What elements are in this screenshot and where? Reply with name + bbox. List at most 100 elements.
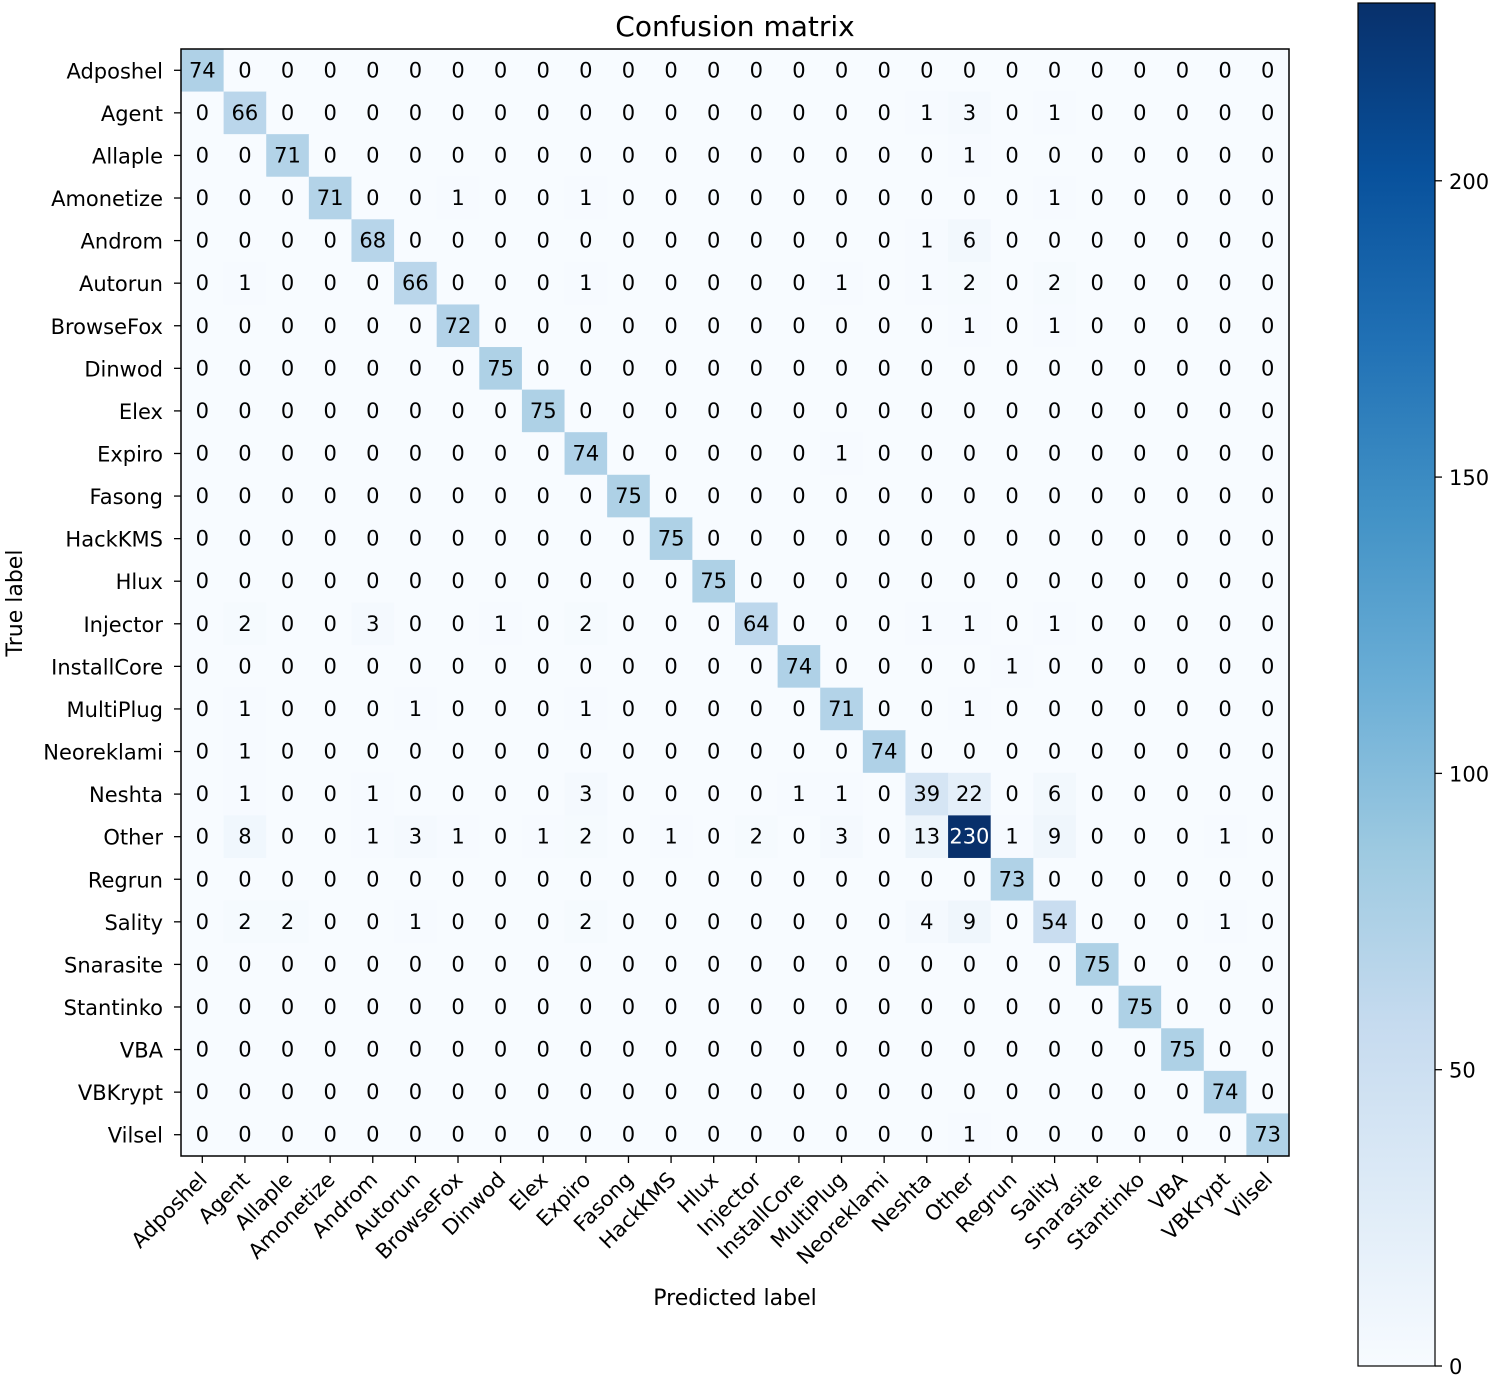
heatmap-cell	[905, 474, 949, 518]
cell-value-label: 0	[323, 314, 336, 338]
heatmap-cell	[649, 389, 693, 433]
heatmap-cell	[479, 900, 523, 944]
cell-value-label: 0	[323, 399, 336, 423]
cell-value-label: 0	[1133, 569, 1146, 593]
cell-value-label: 0	[196, 229, 209, 253]
heatmap-cell	[479, 730, 523, 774]
heatmap-cell	[266, 985, 310, 1029]
cell-value-label: 0	[537, 782, 550, 806]
cell-value-label: 0	[792, 229, 805, 253]
heatmap-cell	[351, 602, 395, 646]
y-tick-label: Injector	[83, 613, 163, 637]
heatmap-cell	[777, 219, 821, 263]
heatmap-cell	[266, 49, 310, 93]
cell-value-label: 0	[1091, 356, 1104, 380]
cell-value-label: 0	[409, 782, 422, 806]
heatmap-cell	[1033, 943, 1077, 987]
cell-value-label: 0	[451, 58, 464, 82]
cell-value-label: 0	[792, 399, 805, 423]
cell-value-label: 0	[323, 1080, 336, 1104]
heatmap-cell	[735, 687, 779, 731]
cell-value-label: 0	[664, 1080, 677, 1104]
heatmap-cell	[905, 261, 949, 306]
cell-value-label: 0	[579, 101, 592, 125]
cell-value-label: 0	[494, 58, 507, 82]
heatmap-cell	[1118, 559, 1162, 604]
cell-value-label: 0	[963, 867, 976, 891]
cell-value-label: 0	[920, 58, 933, 82]
cell-value-label: 0	[664, 782, 677, 806]
cell-value-label: 0	[537, 229, 550, 253]
cell-value-label: 0	[835, 1080, 848, 1104]
cell-value-label: 0	[1176, 782, 1189, 806]
heatmap-cell	[1161, 900, 1205, 944]
cell-value-label: 0	[1048, 569, 1061, 593]
cell-value-label: 0	[1218, 1123, 1231, 1147]
cell-value-label: 0	[494, 1080, 507, 1104]
cell-value-label: 0	[1048, 952, 1061, 976]
cell-value-label: 0	[1005, 441, 1018, 465]
heatmap-cell	[436, 91, 480, 135]
cell-value-label: 0	[877, 952, 890, 976]
cell-value-label: 0	[196, 101, 209, 125]
heatmap-cell	[308, 517, 353, 561]
heatmap-cell	[1161, 517, 1205, 561]
cell-value-label: 0	[537, 101, 550, 125]
heatmap-cell	[1033, 1028, 1077, 1072]
heatmap-cell	[1246, 304, 1290, 348]
cell-value-label: 0	[1218, 1038, 1231, 1062]
cell-value-label: 0	[1048, 527, 1061, 551]
cell-value-label: 0	[920, 995, 933, 1019]
cell-value-label: 0	[196, 654, 209, 678]
cell-value-label: 0	[664, 1038, 677, 1062]
cell-value-label: 0	[579, 527, 592, 551]
cell-value-label: 0	[1261, 143, 1274, 167]
cell-value-label: 0	[664, 399, 677, 423]
heatmap-cell	[990, 1028, 1034, 1072]
heatmap-cell	[607, 645, 651, 689]
heatmap-cell	[479, 49, 523, 93]
cell-value-label: 0	[622, 1038, 635, 1062]
cell-value-label: 0	[707, 782, 720, 806]
cell-value-label: 0	[792, 740, 805, 764]
cell-value-label: 1	[1005, 825, 1018, 849]
heatmap-cell	[479, 1113, 523, 1157]
heatmap-cell	[862, 730, 907, 774]
heatmap-cell	[905, 517, 949, 561]
cell-value-label: 0	[281, 186, 294, 210]
heatmap-cell	[394, 1113, 438, 1157]
heatmap-cell	[1118, 474, 1162, 518]
cell-value-label: 0	[792, 1123, 805, 1147]
heatmap-cell	[948, 943, 992, 987]
cell-value-label: 1	[1048, 101, 1061, 125]
cell-value-label: 230	[949, 825, 989, 849]
heatmap-cell	[820, 943, 864, 987]
heatmap-cell	[1203, 687, 1247, 731]
heatmap-cell	[266, 432, 310, 476]
heatmap-cell	[308, 389, 353, 433]
heatmap-cell	[394, 815, 438, 859]
heatmap-cell	[308, 304, 353, 348]
cell-value-label: 0	[1048, 399, 1061, 423]
cell-value-label: 0	[877, 1123, 890, 1147]
heatmap-cell	[735, 176, 779, 220]
y-tick-label: Vilsel	[108, 1124, 163, 1148]
heatmap-cell	[607, 559, 651, 604]
cell-value-label: 0	[1218, 186, 1231, 210]
heatmap-cell	[181, 474, 225, 518]
heatmap-cell	[223, 687, 267, 731]
heatmap-cell	[1246, 857, 1290, 902]
cell-value-label: 1	[579, 697, 592, 721]
heatmap-cell	[181, 857, 225, 902]
cell-value-label: 0	[494, 527, 507, 551]
cell-value-label: 0	[196, 612, 209, 636]
heatmap-cell	[521, 432, 566, 476]
cell-value-label: 1	[1218, 910, 1231, 934]
cell-value-label: 0	[792, 995, 805, 1019]
cell-value-label: 0	[1091, 825, 1104, 849]
heatmap-cell	[1161, 815, 1205, 859]
cell-value-label: 0	[451, 782, 464, 806]
cell-value-label: 0	[281, 314, 294, 338]
cell-value-label: 0	[238, 186, 251, 210]
heatmap-cell	[1161, 772, 1205, 816]
